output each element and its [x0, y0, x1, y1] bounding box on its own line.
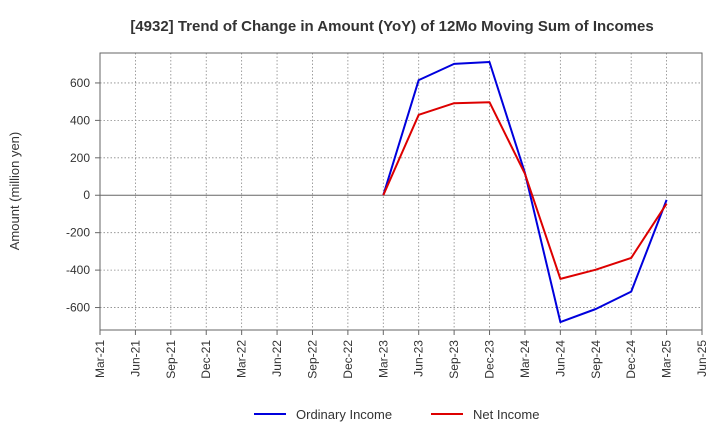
- x-tick-label: Dec-23: [483, 340, 497, 379]
- plot-frame: [99, 52, 703, 331]
- legend: Ordinary Income Net Income: [254, 407, 539, 422]
- legend-label-ordinary-income: Ordinary Income: [296, 407, 392, 422]
- y-tick-label: 200: [70, 151, 90, 165]
- grid-layer: [100, 53, 702, 330]
- y-tick-label: -600: [66, 301, 90, 315]
- x-tick-label: Mar-21: [93, 340, 107, 378]
- x-tick-label: Jun-23: [412, 340, 426, 377]
- series-line-net-income: [382, 101, 668, 280]
- x-tick-label: Sep-23: [447, 340, 461, 379]
- x-tick-label: Sep-22: [305, 340, 319, 379]
- y-tick-label: -200: [66, 226, 90, 240]
- legend-label-net-income: Net Income: [473, 407, 539, 422]
- x-tick-label: Sep-24: [589, 340, 603, 379]
- x-tick-label: Mar-22: [235, 340, 249, 378]
- x-tick-label: Jun-24: [553, 340, 567, 377]
- x-tick-label: Jun-21: [128, 340, 142, 377]
- x-tick-label: Mar-24: [518, 340, 532, 378]
- x-tick-label: Dec-24: [624, 340, 638, 379]
- x-tick-label: Dec-21: [199, 340, 213, 379]
- chart-title: [4932] Trend of Change in Amount (YoY) o…: [130, 18, 653, 35]
- y-tick-label: 600: [70, 76, 90, 90]
- series-line-ordinary-income: [382, 61, 668, 324]
- x-tick-label: Jun-22: [270, 340, 284, 377]
- y-tick-label: 0: [83, 188, 90, 202]
- axis-layer: 600 400 200 0 -200 -400 -600 Mar-21 Jun-21 Sep-21…: [66, 52, 709, 379]
- y-axis-label: Amount (million yen): [7, 132, 22, 251]
- x-tick-label: Jun-25: [695, 340, 709, 377]
- y-tick-label: -400: [66, 263, 90, 277]
- x-tick-label: Mar-25: [660, 340, 674, 378]
- y-tick-label: 400: [70, 113, 90, 127]
- x-tick-label: Mar-23: [376, 340, 390, 378]
- series-layer: [382, 61, 668, 324]
- x-tick-label: Sep-21: [164, 340, 178, 379]
- x-tick-label: Dec-22: [341, 340, 355, 379]
